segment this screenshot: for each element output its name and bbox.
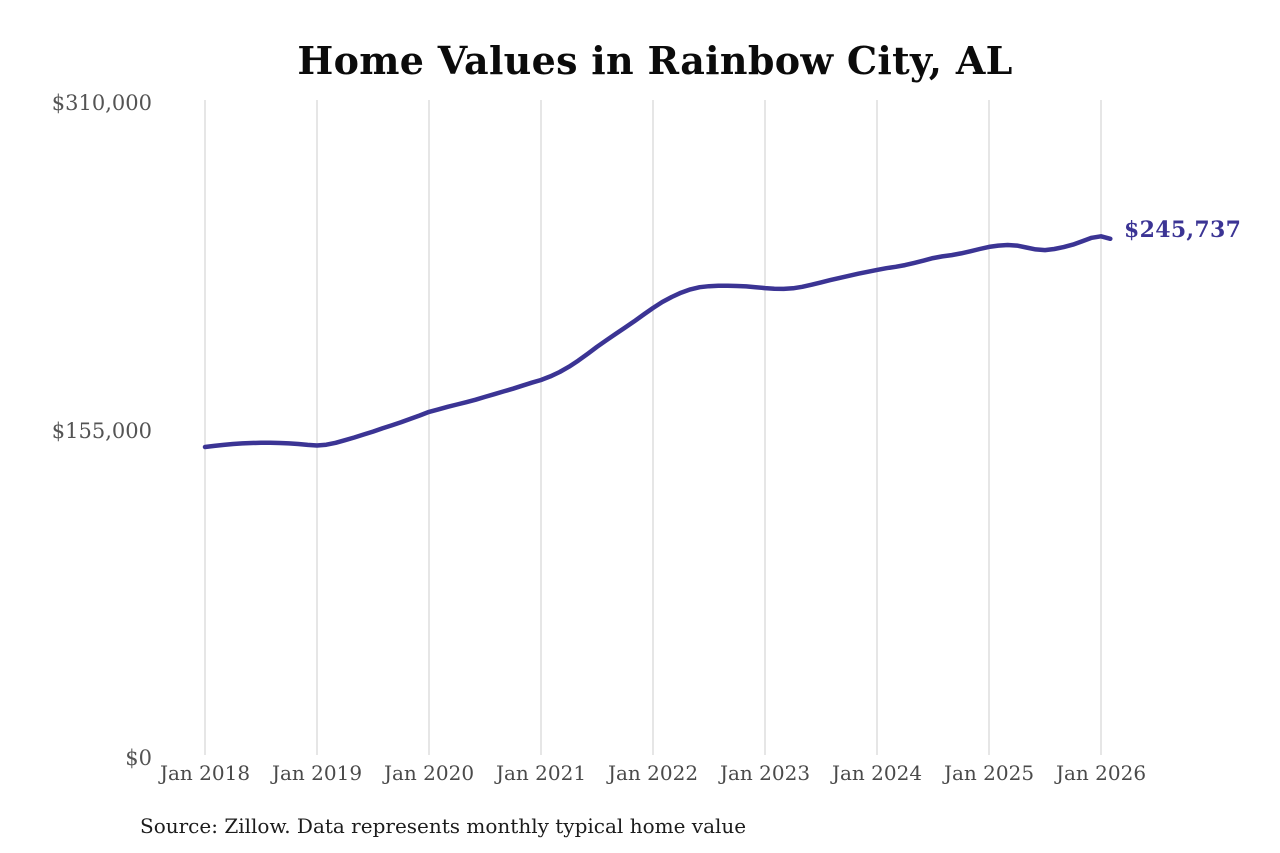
x-axis-tick-label: Jan 2022 (607, 761, 699, 785)
x-axis-tick-label: Jan 2024 (831, 761, 923, 785)
y-axis-tick-label: $310,000 (51, 91, 152, 115)
x-axis-tick-label: Jan 2021 (495, 761, 587, 785)
x-axis-tick-label: Jan 2026 (1055, 761, 1147, 785)
x-axis-tick-label: Jan 2019 (271, 761, 363, 785)
source-note: Source: Zillow. Data represents monthly … (140, 814, 747, 838)
x-axis-tick-label: Jan 2020 (383, 761, 475, 785)
x-axis-tick-label: Jan 2023 (719, 761, 811, 785)
final-value-label: $245,737 (1124, 217, 1242, 243)
price-line (202, 234, 1113, 450)
y-axis-tick-label: $155,000 (51, 418, 152, 443)
x-axis-tick-label: Jan 2025 (943, 761, 1035, 785)
x-axis-tick-label: Jan 2018 (159, 761, 251, 785)
y-axis-tick-label: $0 (125, 746, 152, 770)
chart-title: Home Values in Rainbow City, AL (297, 38, 1013, 83)
